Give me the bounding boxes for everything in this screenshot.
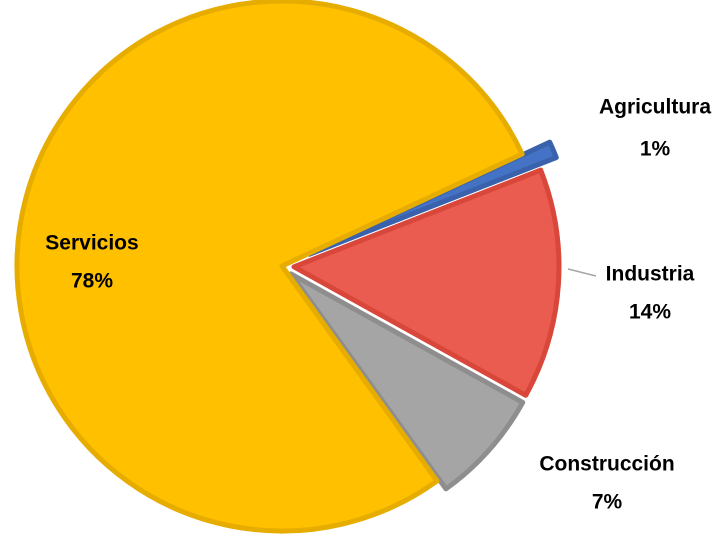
pie-slice [291,167,562,398]
slice-value-label: 7% [592,491,623,514]
slice-label: Industria [606,263,695,286]
slice-value-label: 14% [629,301,671,324]
slice-value-label: 1% [640,138,671,161]
slice-label: Agricultura [599,96,711,119]
slice-label: Construcción [539,453,674,476]
pie-slice [14,0,525,534]
slice-value-label: 78% [71,270,113,293]
leader-line [567,268,597,277]
slice-label: Servicios [45,232,138,255]
pie-slice [288,271,526,492]
